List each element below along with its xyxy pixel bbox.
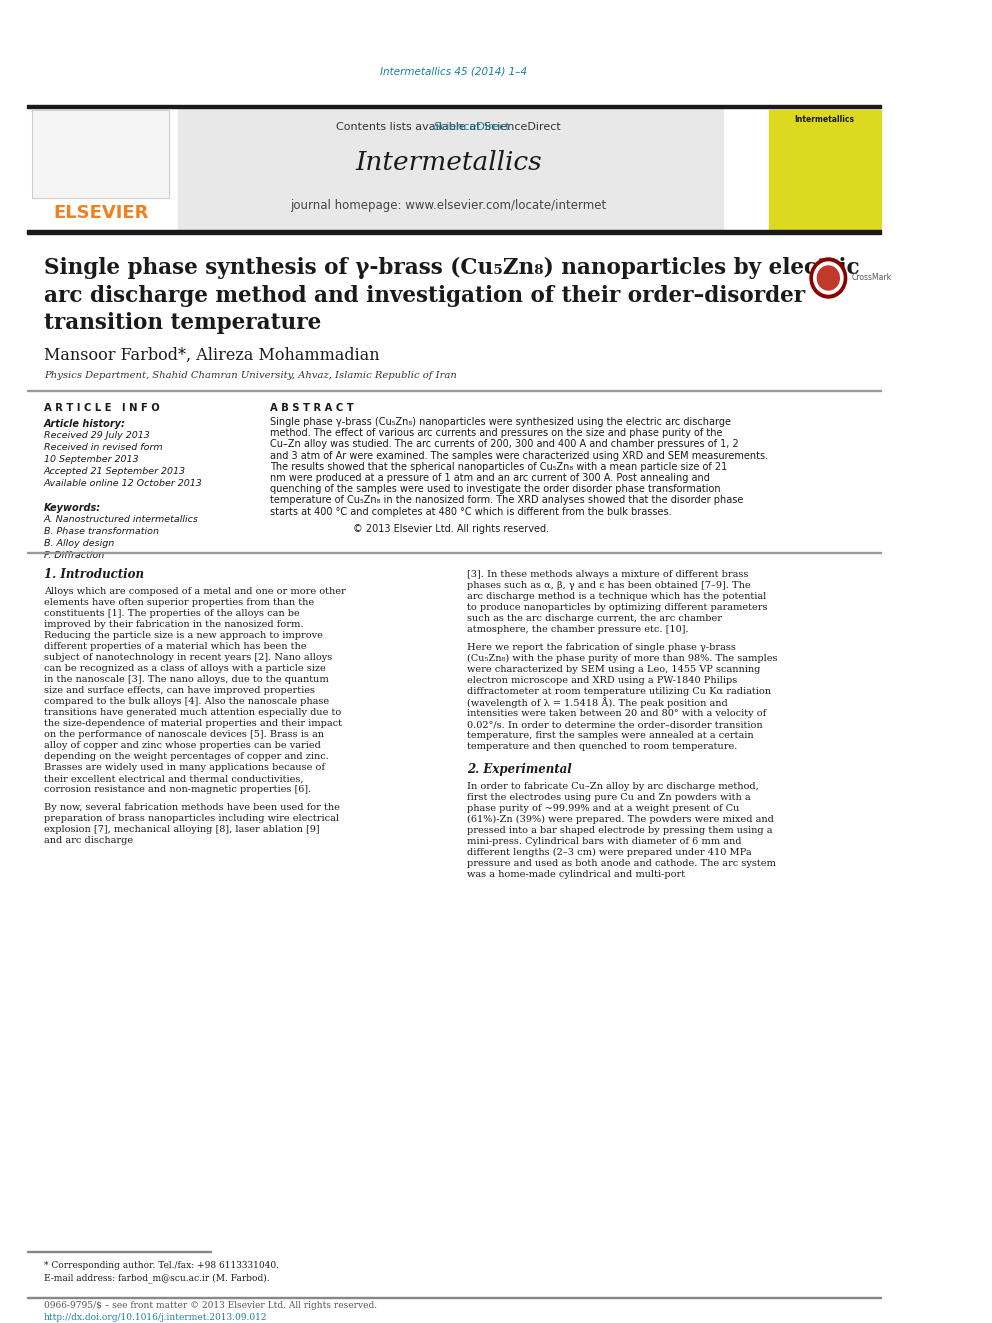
Circle shape [817, 266, 839, 290]
Text: different lengths (2–3 cm) were prepared under 410 MPa: different lengths (2–3 cm) were prepared… [467, 848, 751, 857]
Text: intensities were taken between 20 and 80° with a velocity of: intensities were taken between 20 and 80… [467, 709, 766, 718]
Text: F. Diffraction: F. Diffraction [44, 552, 104, 561]
Text: electron microscope and XRD using a PW-1840 Philips: electron microscope and XRD using a PW-1… [467, 676, 737, 685]
Text: 1. Introduction: 1. Introduction [44, 569, 144, 581]
Text: E-mail address: farbod_m@scu.ac.ir (M. Farbod).: E-mail address: farbod_m@scu.ac.ir (M. F… [44, 1273, 270, 1283]
Text: alloy of copper and zinc whose properties can be varied: alloy of copper and zinc whose propertie… [44, 741, 320, 750]
Text: depending on the weight percentages of copper and zinc.: depending on the weight percentages of c… [44, 753, 328, 761]
Text: http://dx.doi.org/10.1016/j.intermet.2013.09.012: http://dx.doi.org/10.1016/j.intermet.201… [44, 1312, 268, 1322]
Text: A B S T R A C T: A B S T R A C T [270, 404, 354, 413]
Text: [3]. In these methods always a mixture of different brass: [3]. In these methods always a mixture o… [467, 570, 748, 579]
Text: Contents lists available at ScienceDirect: Contents lists available at ScienceDirec… [336, 122, 560, 132]
Bar [28, 230, 881, 234]
Text: temperature of Cu₅Zn₈ in the nanosized form. The XRD analyses showed that the di: temperature of Cu₅Zn₈ in the nanosized f… [270, 495, 743, 505]
Text: Single phase synthesis of γ-brass (Cu₅Zn₈) nanoparticles by electric: Single phase synthesis of γ-brass (Cu₅Zn… [44, 257, 859, 279]
Text: (61%)-Zn (39%) were prepared. The powders were mixed and: (61%)-Zn (39%) were prepared. The powder… [467, 815, 774, 824]
Text: nm were produced at a pressure of 1 atm and an arc current of 300 A. Post anneal: nm were produced at a pressure of 1 atm … [270, 474, 710, 483]
Text: Article history:: Article history: [44, 419, 126, 429]
Text: 10 September 2013: 10 September 2013 [44, 455, 139, 464]
Text: were characterized by SEM using a Leo, 1455 VP scanning: were characterized by SEM using a Leo, 1… [467, 665, 760, 675]
Text: can be recognized as a class of alloys with a particle size: can be recognized as a class of alloys w… [44, 664, 325, 673]
Text: transitions have generated much attention especially due to: transitions have generated much attentio… [44, 708, 341, 717]
Text: in the nanoscale [3]. The nano alloys, due to the quantum: in the nanoscale [3]. The nano alloys, d… [44, 675, 328, 684]
Text: A R T I C L E   I N F O: A R T I C L E I N F O [44, 404, 160, 413]
Text: first the electrodes using pure Cu and Zn powders with a: first the electrodes using pure Cu and Z… [467, 794, 750, 802]
Text: Intermetallics 45 (2014) 1–4: Intermetallics 45 (2014) 1–4 [380, 67, 528, 77]
Text: explosion [7], mechanical alloying [8], laser ablation [9]: explosion [7], mechanical alloying [8], … [44, 826, 319, 835]
Text: arc discharge method is a technique which has the potential: arc discharge method is a technique whic… [467, 593, 766, 601]
Text: was a home-made cylindrical and multi-port: was a home-made cylindrical and multi-po… [467, 871, 684, 880]
Text: their excellent electrical and thermal conductivities,: their excellent electrical and thermal c… [44, 774, 304, 783]
Text: ELSEVIER: ELSEVIER [53, 204, 149, 222]
Text: pressed into a bar shaped electrode by pressing them using a: pressed into a bar shaped electrode by p… [467, 827, 773, 835]
Text: CrossMark: CrossMark [851, 274, 892, 283]
Text: size and surface effects, can have improved properties: size and surface effects, can have impro… [44, 687, 314, 696]
Text: arc discharge method and investigation of their order–disorder: arc discharge method and investigation o… [44, 284, 806, 307]
Text: Mansoor Farbod*, Alireza Mohammadian: Mansoor Farbod*, Alireza Mohammadian [44, 347, 380, 364]
Bar [769, 110, 881, 230]
Text: improved by their fabrication in the nanosized form.: improved by their fabrication in the nan… [44, 620, 304, 630]
Text: B. Alloy design: B. Alloy design [44, 540, 114, 549]
Text: The results showed that the spherical nanoparticles of Cu₅Zn₈ with a mean partic: The results showed that the spherical na… [270, 462, 727, 472]
Text: Alloys which are composed of a metal and one or more other: Alloys which are composed of a metal and… [44, 587, 345, 597]
Text: Intermetallics: Intermetallics [795, 115, 855, 124]
Text: 2. Experimental: 2. Experimental [467, 763, 571, 777]
Text: quenching of the samples were used to investigate the order disorder phase trans: quenching of the samples were used to in… [270, 484, 720, 495]
Text: B. Phase transformation: B. Phase transformation [44, 528, 159, 537]
Text: (wavelength of λ = 1.5418 Å). The peak position and: (wavelength of λ = 1.5418 Å). The peak p… [467, 697, 727, 708]
Text: corrosion resistance and non-magnetic properties [6].: corrosion resistance and non-magnetic pr… [44, 786, 311, 794]
Text: A. Nanostructured intermetallics: A. Nanostructured intermetallics [44, 516, 198, 524]
Text: 0.02°/s. In order to determine the order–disorder transition: 0.02°/s. In order to determine the order… [467, 720, 763, 729]
Text: (Cu₅Zn₈) with the phase purity of more than 98%. The samples: (Cu₅Zn₈) with the phase purity of more t… [467, 655, 778, 663]
Text: and 3 atm of Ar were examined. The samples were characterized using XRD and SEM : and 3 atm of Ar were examined. The sampl… [270, 451, 768, 460]
Text: Single phase γ-brass (Cu₅Zn₈) nanoparticles were synthesized using the electric : Single phase γ-brass (Cu₅Zn₈) nanopartic… [270, 417, 731, 427]
Bar [32, 110, 170, 198]
Text: diffractometer at room temperature utilizing Cu Kα radiation: diffractometer at room temperature utili… [467, 688, 771, 696]
Text: compared to the bulk alloys [4]. Also the nanoscale phase: compared to the bulk alloys [4]. Also th… [44, 697, 329, 706]
Text: the size-dependence of material properties and their impact: the size-dependence of material properti… [44, 720, 342, 728]
Bar [32, 110, 170, 198]
Text: different properties of a material which has been the: different properties of a material which… [44, 642, 307, 651]
Text: Physics Department, Shahid Chamran University, Ahvaz, Islamic Republic of Iran: Physics Department, Shahid Chamran Unive… [44, 372, 456, 381]
Text: * Corresponding author. Tel./fax: +98 6113331040.: * Corresponding author. Tel./fax: +98 61… [44, 1262, 279, 1270]
Text: Received 29 July 2013: Received 29 July 2013 [44, 431, 150, 441]
Text: atmosphere, the chamber pressure etc. [10].: atmosphere, the chamber pressure etc. [1… [467, 626, 688, 634]
Text: Brasses are widely used in many applications because of: Brasses are widely used in many applicat… [44, 763, 325, 773]
Text: preparation of brass nanoparticles including wire electrical: preparation of brass nanoparticles inclu… [44, 814, 339, 823]
Text: © 2013 Elsevier Ltd. All rights reserved.: © 2013 Elsevier Ltd. All rights reserved… [353, 524, 550, 533]
Text: constituents [1]. The properties of the alloys can be: constituents [1]. The properties of the … [44, 610, 300, 618]
Text: Available online 12 October 2013: Available online 12 October 2013 [44, 479, 202, 488]
Text: Keywords:: Keywords: [44, 503, 101, 513]
Text: Received in revised form: Received in revised form [44, 443, 163, 452]
Text: ScienceDirect: ScienceDirect [434, 122, 510, 132]
Text: Accepted 21 September 2013: Accepted 21 September 2013 [44, 467, 186, 476]
Text: 0966-9795/$ – see front matter © 2013 Elsevier Ltd. All rights reserved.: 0966-9795/$ – see front matter © 2013 El… [44, 1302, 377, 1311]
Text: elements have often superior properties from than the: elements have often superior properties … [44, 598, 314, 607]
Text: subject of nanotechnology in recent years [2]. Nano alloys: subject of nanotechnology in recent year… [44, 654, 332, 663]
Circle shape [813, 262, 843, 294]
Text: temperature, first the samples were annealed at a certain: temperature, first the samples were anne… [467, 732, 754, 741]
Text: Cu–Zn alloy was studied. The arc currents of 200, 300 and 400 A and chamber pres: Cu–Zn alloy was studied. The arc current… [270, 439, 739, 450]
Text: transition temperature: transition temperature [44, 312, 321, 333]
Text: Intermetallics: Intermetallics [355, 151, 542, 176]
Text: In order to fabricate Cu–Zn alloy by arc discharge method,: In order to fabricate Cu–Zn alloy by arc… [467, 782, 759, 791]
Text: Here we report the fabrication of single phase γ-brass: Here we report the fabrication of single… [467, 643, 736, 652]
Text: phases such as α, β, γ and ε has been obtained [7–9]. The: phases such as α, β, γ and ε has been ob… [467, 581, 750, 590]
Circle shape [810, 258, 846, 298]
Text: By now, several fabrication methods have been used for the: By now, several fabrication methods have… [44, 803, 340, 812]
Text: journal homepage: www.elsevier.com/locate/intermet: journal homepage: www.elsevier.com/locat… [291, 198, 607, 212]
Text: phase purity of ~99.99% and at a weight present of Cu: phase purity of ~99.99% and at a weight … [467, 804, 739, 814]
Text: pressure and used as both anode and cathode. The arc system: pressure and used as both anode and cath… [467, 860, 776, 868]
Text: method. The effect of various arc currents and pressures on the size and phase p: method. The effect of various arc curren… [270, 429, 722, 438]
Text: temperature and then quenched to room temperature.: temperature and then quenched to room te… [467, 742, 737, 751]
Bar [28, 105, 881, 108]
Text: such as the arc discharge current, the arc chamber: such as the arc discharge current, the a… [467, 614, 722, 623]
Text: to produce nanoparticles by optimizing different parameters: to produce nanoparticles by optimizing d… [467, 603, 767, 613]
Text: and arc discharge: and arc discharge [44, 836, 133, 845]
Text: starts at 400 °C and completes at 480 °C which is different from the bulk brasse: starts at 400 °C and completes at 480 °C… [270, 507, 672, 516]
Text: mini-press. Cylindrical bars with diameter of 6 mm and: mini-press. Cylindrical bars with diamet… [467, 837, 741, 847]
Bar [179, 108, 723, 230]
Text: Reducing the particle size is a new approach to improve: Reducing the particle size is a new appr… [44, 631, 322, 640]
Text: on the performance of nanoscale devices [5]. Brass is an: on the performance of nanoscale devices … [44, 730, 324, 740]
